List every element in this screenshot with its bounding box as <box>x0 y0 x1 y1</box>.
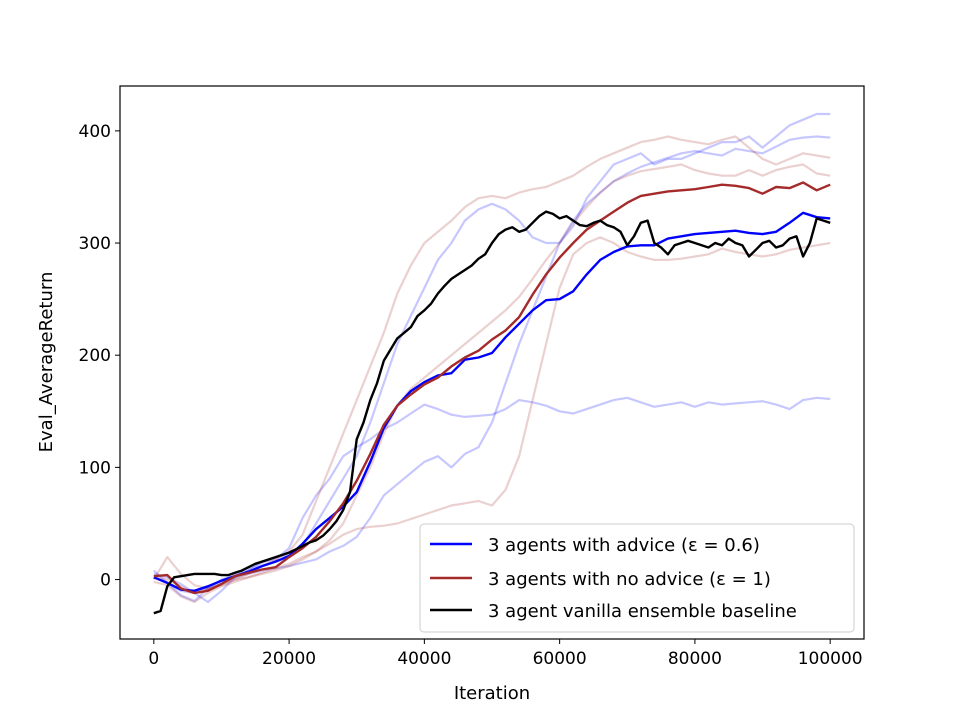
series-line-2 <box>153 210 831 615</box>
y-tick-label: 200 <box>79 346 111 366</box>
series-line-0 <box>153 211 831 592</box>
x-tick-label: 20000 <box>262 649 316 669</box>
x-tick-label: 0 <box>148 649 159 669</box>
series-layer <box>152 112 831 615</box>
plot-frame <box>119 85 865 640</box>
faint-series-line-7 <box>153 236 831 604</box>
y-tick-label: 0 <box>100 571 111 591</box>
legend: 3 agents with advice (ε = 0.6) 3 agents … <box>419 523 855 633</box>
series-line-1 <box>153 181 831 595</box>
x-tick-label: 100000 <box>798 649 863 669</box>
x-axis-label: Iteration <box>454 683 530 704</box>
y-ticks: 0 100 200 300 400 <box>79 122 120 591</box>
y-tick-label: 400 <box>79 122 111 142</box>
legend-label-advice: 3 agents with advice (ε = 0.6) <box>488 535 760 556</box>
legend-box <box>419 523 855 633</box>
legend-label-no-advice: 3 agents with no advice (ε = 1) <box>488 569 771 590</box>
x-ticks: 0 20000 40000 60000 80000 100000 <box>148 639 863 669</box>
x-tick-label: 60000 <box>533 649 587 669</box>
x-tick-label: 80000 <box>668 649 722 669</box>
x-tick-label: 40000 <box>397 649 451 669</box>
y-tick-label: 100 <box>79 458 111 478</box>
y-axis-label: Eval_AverageReturn <box>36 272 57 453</box>
legend-label-baseline: 3 agent vanilla ensemble baseline <box>488 601 797 622</box>
faint-series-line-8 <box>153 163 831 595</box>
y-tick-label: 300 <box>79 234 111 254</box>
